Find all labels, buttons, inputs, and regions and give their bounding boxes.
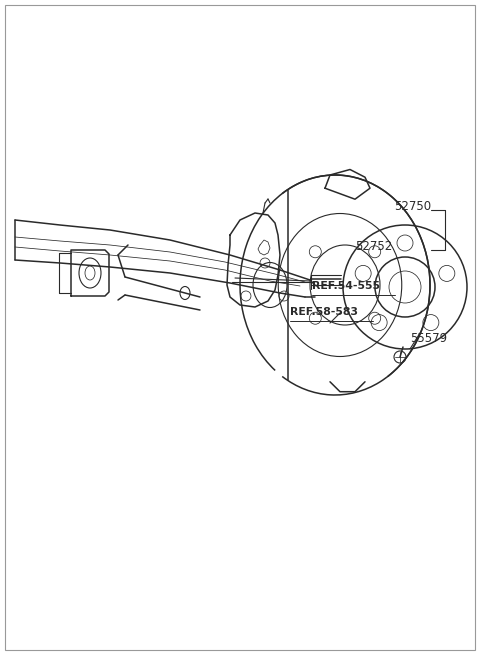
Text: 55579: 55579: [410, 331, 447, 345]
Text: REF.54-555: REF.54-555: [312, 281, 380, 291]
Text: 52752: 52752: [355, 240, 392, 253]
Text: REF.58-583: REF.58-583: [290, 307, 358, 317]
Text: 52750: 52750: [394, 200, 431, 214]
